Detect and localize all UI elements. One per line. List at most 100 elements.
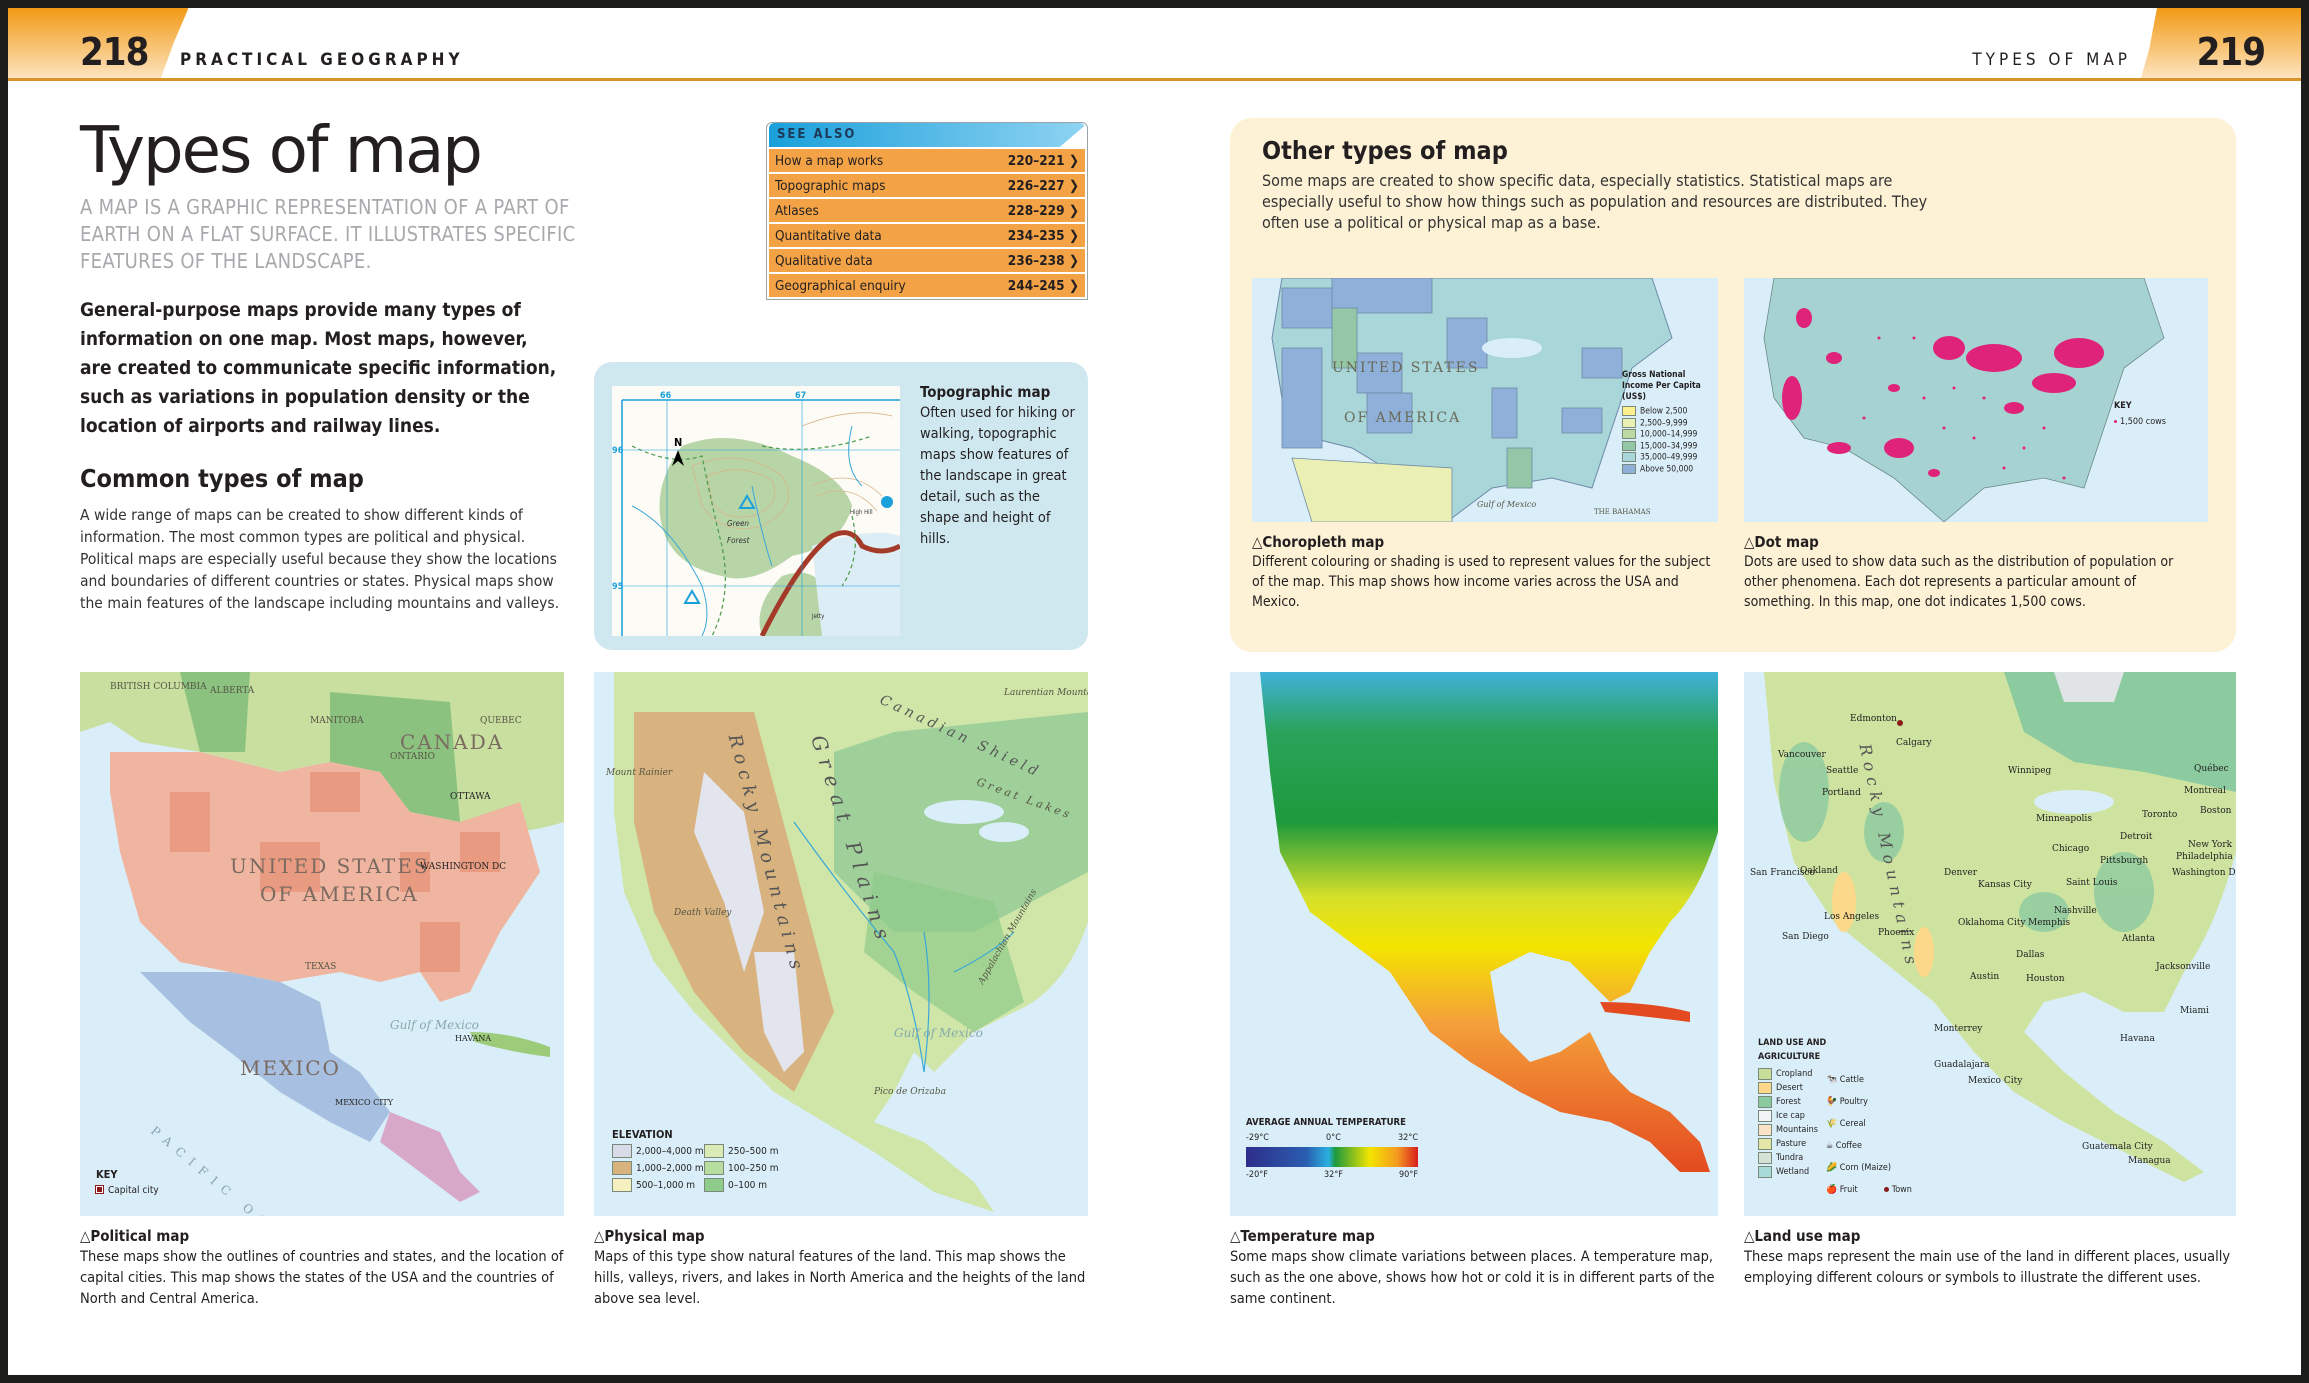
intro-paragraph: General-purpose maps provide many types … <box>80 299 557 437</box>
see-also-link[interactable]: Atlases 228–229 ❯ <box>769 199 1085 222</box>
map-label: BRITISH COLUMBIA <box>110 682 207 692</box>
viewpoint-icon <box>881 496 893 508</box>
map-label: UNITED STATES <box>230 854 430 878</box>
caption-body: Different colouring or shading is used t… <box>1252 554 1711 610</box>
see-also-link[interactable]: How a map works 220–221 ❯ <box>769 149 1085 172</box>
political-map-image: PACIFIC OCEAN CANADA UNITED STATES OF AM… <box>80 672 564 1216</box>
map-label: Green <box>727 519 749 528</box>
legend-swatch <box>1758 1067 1772 1080</box>
map-label: OTTAWA <box>450 792 491 802</box>
legend-label: 15,000–34,999 <box>1640 441 1698 451</box>
grid-label: 67 <box>795 391 806 401</box>
legend-swatch <box>1758 1123 1772 1136</box>
map-label: MEXICO CITY <box>335 1098 394 1107</box>
legend-label: Coffee <box>1835 1141 1862 1151</box>
map-label: High Hill <box>850 509 873 516</box>
caption-body: These maps represent the main use of the… <box>1744 1249 2231 1286</box>
legend-title: AVERAGE ANNUAL TEMPERATURE <box>1246 1117 1406 1128</box>
dot-map-caption: Dot map Dots are used to show data such … <box>1744 532 2208 612</box>
map-label: Gulf of Mexico <box>894 1026 983 1040</box>
legend-swatch <box>1622 463 1636 474</box>
campsite-icon <box>738 494 756 509</box>
legend-label: 500–1,000 m <box>636 1180 696 1191</box>
legend-swatch <box>1758 1109 1772 1122</box>
legend-swatch <box>1622 406 1636 416</box>
city-label: Portland <box>1822 788 1861 798</box>
caption-title: Choropleth map <box>1252 532 1718 552</box>
legend-label: Poultry <box>1839 1097 1868 1107</box>
legend-label: Below 2,500 <box>1640 406 1688 417</box>
city-label: Dallas <box>2016 950 2045 960</box>
legend-label: 2,500–9,999 <box>1640 418 1688 428</box>
see-also-link[interactable]: Geographical enquiry 244–245 ❯ <box>769 274 1085 297</box>
map-label: OF AMERICA <box>1344 410 1462 426</box>
grid-label: 95 <box>612 582 624 592</box>
legend-label: Desert <box>1776 1083 1803 1093</box>
map-label: HAVANA <box>455 1034 492 1043</box>
city-label: New York <box>2188 840 2233 850</box>
see-also-label: Geographical enquiry <box>775 277 906 294</box>
see-also-link[interactable]: Topographic maps 226–227 ❯ <box>769 174 1085 197</box>
scale-label: 32°F <box>1323 1170 1343 1180</box>
scale-label: 0°C <box>1326 1133 1341 1143</box>
legend-label: Above 50,000 <box>1640 464 1694 474</box>
see-also-label: How a map works <box>775 152 884 169</box>
see-also-pages: 220–221 <box>1007 152 1065 169</box>
caption-body: Some maps show climate variations betwee… <box>1230 1249 1715 1307</box>
capital-city-icon <box>95 1185 104 1194</box>
physical-map-image: Rocky Mountains Great Plains Canadian Sh… <box>594 672 1088 1216</box>
legend-label: 250–500 m <box>728 1146 779 1157</box>
map-label: TEXAS <box>305 962 337 972</box>
running-title-right: TYPES OF MAP <box>1972 50 2131 70</box>
caption-title: Land use map <box>1744 1226 2236 1247</box>
chevron-right-icon: ❯ <box>1068 152 1079 169</box>
book-spread: 218 PRACTICAL GEOGRAPHY TYPES OF MAP 219… <box>8 8 2301 1375</box>
legend-label: Town <box>1891 1185 1912 1195</box>
scale-label: 32°C <box>1397 1133 1418 1143</box>
cereal-icon: 🌾 <box>1825 1119 1838 1129</box>
grid-label: 66 <box>660 391 672 401</box>
see-also-pages: 228–229 <box>1007 202 1065 219</box>
temperature-map-caption: Temperature map Some maps show climate v… <box>1230 1226 1718 1310</box>
legend-label: Mountains <box>1776 1125 1818 1135</box>
city-label: Boston <box>2200 806 2232 816</box>
see-also-pages: 234–235 <box>1007 227 1065 244</box>
legend-title: Gross National Income Per Capita (US$) <box>1622 370 1701 402</box>
legend-swatch <box>1622 429 1636 439</box>
legend-swatch <box>1622 452 1636 462</box>
see-also-box: SEE ALSO How a map works 220–221 ❯ Topogr… <box>766 122 1088 300</box>
city-label: Managua <box>2128 1156 2171 1166</box>
fruit-icon: 🍎 <box>1825 1185 1838 1195</box>
legend-swatch <box>1622 417 1636 428</box>
scale-label: -20°F <box>1246 1170 1268 1180</box>
dot-map-key: KEY 1,500 cows <box>2114 400 2166 429</box>
key-label: 1,500 cows <box>2120 417 2166 427</box>
city-label: Mexico City <box>1968 1076 2023 1086</box>
legend-swatch <box>612 1144 632 1158</box>
city-label: Detroit <box>2120 832 2153 842</box>
common-types-heading: Common types of map <box>80 464 364 493</box>
map-label: MANITOBA <box>310 716 364 726</box>
header-rule <box>8 78 2301 81</box>
cow-dot-icon <box>2114 420 2117 423</box>
legend-title: ELEVATION <box>612 1128 673 1141</box>
city-label: San Francisco <box>1750 868 1815 878</box>
city-label: Calgary <box>1896 738 1932 748</box>
cattle-icon: 🐄 <box>1825 1075 1838 1085</box>
caption-title: Topographic map <box>920 383 1051 401</box>
see-also-link[interactable]: Quantitative data 234–235 ❯ <box>769 224 1085 247</box>
page-number-right: 219 <box>2196 30 2266 74</box>
chevron-right-icon: ❯ <box>1068 252 1079 269</box>
city-label: Monterrey <box>1934 1024 1983 1034</box>
city-label: Minneapolis <box>2036 814 2092 824</box>
see-also-pages: 236–238 <box>1007 252 1065 269</box>
key-label: Capital city <box>108 1185 159 1196</box>
elevation-legend: ELEVATION 2,000–4,000 m 250–500 m 1,000–… <box>612 1128 796 1192</box>
city-label: Houston <box>2026 974 2065 984</box>
chevron-right-icon: ❯ <box>1068 202 1079 219</box>
map-label: MEXICO <box>240 1056 341 1080</box>
legend-label: Ice cap <box>1776 1111 1805 1121</box>
map-label: ALBERTA <box>210 686 255 696</box>
city-label: Chicago <box>2052 844 2090 854</box>
see-also-link[interactable]: Qualitative data 236–238 ❯ <box>769 249 1085 272</box>
